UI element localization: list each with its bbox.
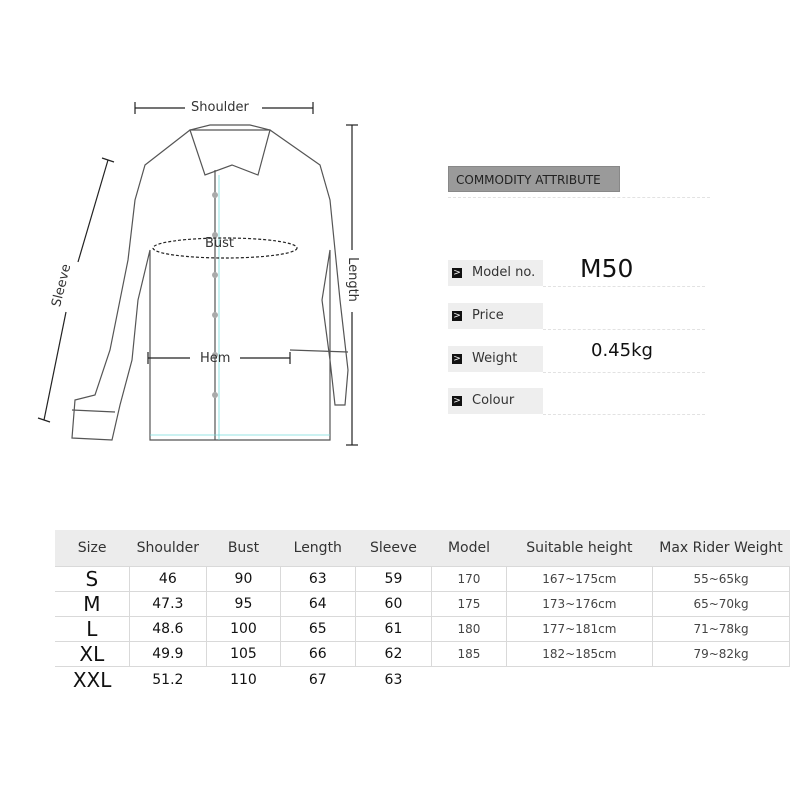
table-cell: 177~181cm [505,616,654,642]
table-cell: 60 [354,591,433,617]
arrow-right-icon: > [452,310,462,321]
table-cell: XL [55,641,130,667]
attr-price: > Price [448,303,543,329]
table-cell [653,667,790,694]
table-row: L 48.6 100 65 61 180 177~181cm 71~78kg [55,616,790,642]
attr-weight: > Weight [448,346,543,372]
bust-label: Bust [205,236,235,251]
size-table: Size Shoulder Bust Length Sleeve Model Suitabl… [55,530,790,693]
table-cell: 59 [354,566,433,592]
shoulder-label: Shoulder [191,100,249,115]
table-cell: 63 [279,566,356,592]
table-cell: 79~82kg [652,641,790,667]
commodity-attribute-header: COMMODITY ATTRIBUTE [448,166,620,192]
table-row: M 47.3 95 64 60 175 173~176cm 65~70kg [55,591,790,617]
column-header: Length [280,530,356,567]
table-cell: 46 [128,566,208,592]
table-cell: 105 [206,641,281,667]
model-value: M50 [580,254,634,283]
column-header: Bust [206,530,281,567]
table-cell: 48.6 [128,616,208,642]
table-cell: 167~175cm [505,566,654,592]
table-cell: S [55,566,130,592]
table-cell: 65 [279,616,356,642]
table-cell: 62 [354,641,433,667]
table-cell: 100 [206,616,281,642]
table-cell: 185 [431,641,507,667]
table-cell: 64 [279,591,356,617]
table-cell: 51.2 [152,672,184,688]
table-cell [432,667,506,694]
table-cell: 110 [230,672,257,688]
column-header: Suitable height [506,530,653,567]
table-cell: 66 [279,641,356,667]
table-row: S 46 90 63 59 170 167~175cm 55~65kg [55,566,790,592]
table-cell: M [55,591,130,617]
table-header-row: Size Shoulder Bust Length Sleeve Model Suitabl… [55,530,790,567]
divider [543,414,705,415]
arrow-right-icon: > [452,267,462,278]
column-header: Sleeve [355,530,432,567]
table-cell: 47.3 [128,591,208,617]
divider [543,329,705,330]
divider [543,372,705,373]
arrow-right-icon: > [452,395,462,406]
hem-label: Hem [200,351,231,366]
table-cell: 61 [354,616,433,642]
column-header: Max Rider Weight [652,530,790,567]
divider [448,197,710,198]
attr-label: Colour [472,393,515,408]
column-header: Shoulder [129,530,207,567]
table-cell: 170 [431,566,507,592]
table-cell: 90 [206,566,281,592]
shirt-diagram [37,102,358,446]
column-header: Model [431,530,507,567]
table-cell: 175 [431,591,507,617]
table-cell [506,667,652,694]
table-cell: 95 [206,591,281,617]
divider [543,286,705,287]
length-label: Length [344,257,360,302]
table-cell: 182~185cm [505,641,654,667]
table-cell: L [55,616,130,642]
attr-colour: > Colour [448,388,543,414]
attr-model: > Model no. [448,260,543,286]
table-cell: 71~78kg [652,616,790,642]
table-cell: 55~65kg [652,566,790,592]
table-cell: 67 [308,672,327,688]
attr-label: Price [472,308,504,323]
arrow-right-icon: > [452,353,462,364]
table-cell: 63 [384,672,403,688]
table-cell: XXL [72,668,112,692]
column-header: Size [55,530,130,567]
attr-label: Weight [472,351,518,366]
table-cell: 65~70kg [652,591,790,617]
table-row: XXL 51.2 110 67 63 [55,667,790,694]
table-cell: 49.9 [128,641,208,667]
table-cell: 173~176cm [505,591,654,617]
attr-label: Model no. [472,265,536,280]
weight-value: 0.45kg [591,340,653,361]
table-row: XL 49.9 105 66 62 185 182~185cm 79~82kg [55,641,790,667]
table-cell: 180 [431,616,507,642]
